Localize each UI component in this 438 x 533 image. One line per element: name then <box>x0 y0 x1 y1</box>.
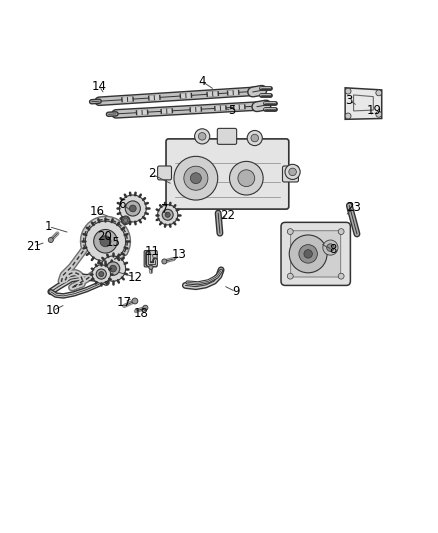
Circle shape <box>92 265 110 284</box>
Text: 22: 22 <box>220 209 235 222</box>
Circle shape <box>162 259 167 264</box>
Text: 18: 18 <box>134 307 148 320</box>
Text: 16: 16 <box>89 205 105 219</box>
Circle shape <box>327 244 334 252</box>
Text: 7: 7 <box>161 203 168 216</box>
Text: 2: 2 <box>148 167 155 181</box>
Circle shape <box>165 212 170 217</box>
Circle shape <box>132 298 138 304</box>
Text: 5: 5 <box>228 104 235 117</box>
Text: 4: 4 <box>198 75 206 88</box>
Text: 11: 11 <box>144 245 159 259</box>
Text: 6: 6 <box>119 198 126 211</box>
Circle shape <box>100 256 126 281</box>
Circle shape <box>48 238 53 243</box>
Text: 8: 8 <box>329 243 336 256</box>
Circle shape <box>287 273 293 279</box>
Circle shape <box>162 209 173 220</box>
Circle shape <box>96 269 106 279</box>
Circle shape <box>184 166 208 190</box>
Text: 19: 19 <box>367 104 382 117</box>
Circle shape <box>289 168 297 176</box>
Text: 12: 12 <box>127 271 142 284</box>
Circle shape <box>130 205 136 212</box>
FancyBboxPatch shape <box>158 166 172 180</box>
FancyBboxPatch shape <box>281 222 350 286</box>
Text: 23: 23 <box>346 201 361 214</box>
Circle shape <box>85 221 126 262</box>
Circle shape <box>251 134 258 142</box>
Text: 10: 10 <box>46 304 60 317</box>
Text: 14: 14 <box>92 80 107 93</box>
Circle shape <box>143 305 148 310</box>
Circle shape <box>122 217 129 224</box>
FancyBboxPatch shape <box>291 231 341 277</box>
Circle shape <box>376 90 382 96</box>
Text: 3: 3 <box>346 94 353 107</box>
Circle shape <box>119 195 146 222</box>
Text: 1: 1 <box>45 220 53 233</box>
Circle shape <box>238 170 255 187</box>
FancyBboxPatch shape <box>166 139 289 209</box>
Circle shape <box>323 240 338 255</box>
Circle shape <box>121 216 130 224</box>
Circle shape <box>345 88 351 94</box>
Circle shape <box>287 229 293 235</box>
Circle shape <box>338 229 344 235</box>
Circle shape <box>230 161 263 195</box>
Circle shape <box>106 262 120 276</box>
Circle shape <box>124 218 128 222</box>
Circle shape <box>94 230 117 253</box>
Circle shape <box>99 271 104 277</box>
Circle shape <box>345 113 351 119</box>
Circle shape <box>304 249 312 258</box>
Text: 13: 13 <box>172 248 187 261</box>
Circle shape <box>289 235 327 273</box>
Text: 9: 9 <box>232 285 240 298</box>
Circle shape <box>285 164 300 180</box>
Circle shape <box>198 133 206 140</box>
Circle shape <box>194 129 210 144</box>
Circle shape <box>299 245 318 263</box>
Text: 15: 15 <box>106 236 120 248</box>
Circle shape <box>100 236 111 247</box>
Circle shape <box>338 273 344 279</box>
FancyBboxPatch shape <box>283 166 298 182</box>
Circle shape <box>125 201 140 216</box>
Circle shape <box>247 131 262 146</box>
Circle shape <box>174 156 218 200</box>
Text: 20: 20 <box>97 230 112 243</box>
Circle shape <box>191 173 201 184</box>
FancyBboxPatch shape <box>144 251 157 267</box>
Text: 21: 21 <box>26 240 42 253</box>
Circle shape <box>149 265 153 270</box>
FancyBboxPatch shape <box>217 128 237 144</box>
Circle shape <box>110 265 117 272</box>
Polygon shape <box>345 88 382 119</box>
Text: 17: 17 <box>117 296 132 309</box>
Circle shape <box>376 111 382 117</box>
Circle shape <box>158 205 178 225</box>
